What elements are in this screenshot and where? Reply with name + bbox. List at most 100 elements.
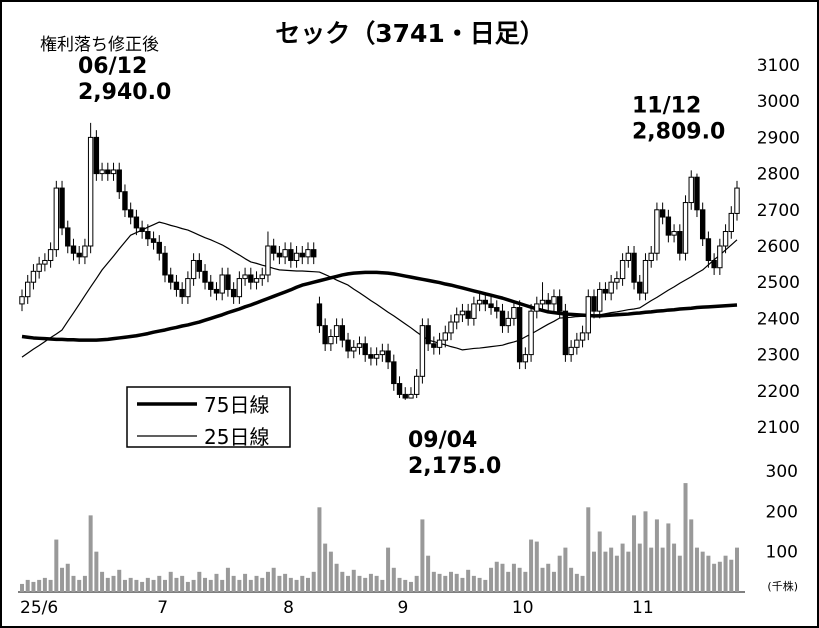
volume-bar — [557, 555, 562, 592]
candle-body-down — [202, 270, 208, 283]
candle-body-down — [631, 252, 637, 283]
annotation-date: 09/04 — [408, 428, 477, 453]
candle-body-up — [47, 249, 54, 261]
volume-bar — [328, 551, 333, 592]
legend-label: 75日線 — [204, 393, 269, 417]
candle-body-down — [602, 288, 609, 294]
candle-body-down — [162, 252, 168, 276]
volume-tick-label: 300 — [766, 462, 798, 482]
volume-bar — [254, 575, 259, 592]
candle-body-up — [728, 212, 734, 233]
candle-body-up — [534, 303, 540, 312]
volume-bar — [31, 581, 36, 592]
candle-body-down — [699, 209, 706, 240]
candle-body-down — [545, 299, 551, 305]
candle-body-down — [482, 299, 489, 305]
candle-body-down — [711, 259, 717, 269]
volume-bar — [614, 555, 619, 592]
volume-bar — [42, 577, 47, 592]
candle-body-up — [448, 321, 454, 334]
candle-body-down — [345, 339, 351, 352]
volume-bar — [357, 575, 362, 592]
candle-body-up — [454, 314, 460, 323]
candle-body-down — [368, 354, 374, 359]
volume-bar — [517, 567, 522, 592]
candle-body-up — [379, 350, 386, 356]
candle-body-up — [265, 245, 271, 276]
chart-subtitle: 権利落ち修正後 — [40, 35, 159, 55]
candle-body-up — [436, 339, 443, 348]
volume-bar — [380, 579, 385, 592]
candle-body-up — [671, 231, 677, 236]
y-tick-label: 3000 — [757, 92, 800, 112]
volume-bar — [683, 483, 688, 592]
y-tick-label: 2600 — [757, 237, 800, 257]
candle-body-down — [196, 259, 203, 272]
candle-body-down — [339, 325, 346, 341]
volume-bar — [454, 573, 459, 592]
candle-body-up — [293, 252, 300, 261]
volume-bar — [37, 579, 42, 592]
candle-body-up — [25, 281, 31, 298]
volume-bar — [420, 519, 425, 592]
candle-body-up — [459, 310, 466, 316]
volume-bar — [248, 579, 253, 592]
legend-box — [126, 386, 291, 448]
chart-title: セック（3741・日足） — [275, 19, 545, 48]
volume-bar — [311, 571, 316, 592]
volume-bar — [157, 575, 162, 592]
volume-bar — [306, 577, 310, 592]
volume-bar — [632, 515, 637, 592]
volume-bar — [197, 571, 202, 592]
candle-body-up — [328, 336, 334, 345]
volume-bar — [243, 573, 248, 592]
candle-body-up — [551, 296, 557, 305]
volume-bar — [506, 571, 511, 592]
volume-bar — [563, 547, 568, 592]
legend-label: 25日線 — [204, 425, 269, 449]
candle-body-up — [682, 202, 689, 254]
volume-bar — [220, 579, 225, 592]
candle-body-up — [190, 259, 197, 280]
candle-body-up — [30, 270, 37, 283]
candle-body-down — [299, 252, 305, 258]
volume-bar — [214, 573, 219, 592]
candle-body-down — [494, 307, 500, 312]
candle-body-down — [76, 252, 82, 258]
volume-bar — [620, 543, 625, 592]
candle-body-up — [722, 231, 729, 247]
volume-bar — [569, 567, 574, 592]
candle-body-down — [637, 281, 643, 294]
candle-body-up — [528, 310, 534, 356]
candle-body-up — [419, 325, 426, 377]
volume-bar — [82, 575, 87, 592]
candle-body-up — [242, 274, 248, 280]
volume-bar — [660, 547, 665, 592]
candle-body-down — [145, 231, 151, 240]
candle-body-up — [597, 288, 603, 312]
candle-body-up — [53, 187, 60, 251]
volume-bar — [511, 563, 516, 592]
candle-body-up — [642, 259, 649, 294]
ma-75-line — [21, 270, 738, 342]
volume-bar — [654, 519, 659, 592]
volume-bar — [592, 551, 596, 592]
volume-bar — [65, 563, 70, 592]
candle-body-up — [568, 346, 574, 356]
candle-body-down — [316, 303, 323, 327]
candle-body-up — [574, 339, 580, 348]
x-tick-label: 7 — [157, 598, 168, 618]
volume-bar — [489, 567, 494, 592]
candle-body-up — [522, 354, 529, 363]
volume-bar — [294, 579, 299, 592]
candle-body-down — [93, 136, 100, 175]
candle-body-down — [179, 288, 185, 298]
volume-bar — [105, 577, 110, 592]
candle-body-up — [471, 303, 477, 319]
volume-bar — [60, 567, 65, 592]
candle-body-up — [185, 278, 191, 298]
volume-bar — [460, 577, 465, 592]
candle-body-down — [665, 216, 672, 236]
candle-body-down — [276, 252, 283, 258]
candle-body-down — [402, 393, 408, 399]
